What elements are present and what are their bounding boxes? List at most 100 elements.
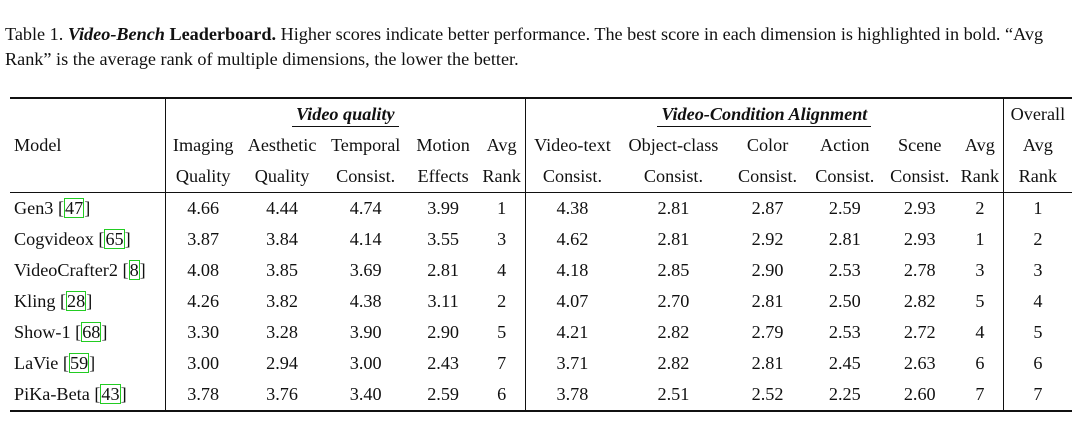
score-cell: 4.74 bbox=[349, 198, 382, 218]
score-cell: 2.53 bbox=[828, 322, 861, 342]
score-cell: 6 bbox=[1002, 348, 1072, 379]
model-name-cell: PiKa-Beta [43] bbox=[10, 379, 166, 412]
score-cell: 4.66 bbox=[164, 192, 241, 224]
header-model: Model bbox=[14, 135, 62, 155]
model-name-cell: Cogvideox [65] bbox=[14, 229, 131, 249]
citation-link[interactable]: 8 bbox=[128, 260, 140, 280]
score-cell: 2.63 bbox=[903, 353, 936, 373]
citation-link[interactable]: 28 bbox=[66, 291, 87, 311]
score-cell: 4.38 bbox=[524, 192, 619, 224]
model-name-cell: Kling [28] bbox=[14, 291, 93, 311]
score-cell: 2.82 bbox=[657, 353, 690, 373]
score-cell: 7 bbox=[497, 353, 507, 373]
score-cell: 2.59 bbox=[407, 379, 479, 412]
score-cell: 2.59 bbox=[828, 198, 861, 218]
score-cell: 5 bbox=[1002, 317, 1072, 348]
header-row-3: Quality Quality Consist. Effects Rank Consist… bbox=[10, 161, 1072, 193]
column-header: Aesthetic bbox=[247, 135, 317, 155]
score-cell: 4.26 bbox=[164, 286, 241, 317]
column-header: Effects bbox=[407, 161, 479, 193]
score-cell: 4.14 bbox=[349, 229, 382, 249]
column-header: Action bbox=[820, 135, 870, 155]
score-cell: 2.60 bbox=[882, 379, 957, 412]
model-name: PiKa-Beta bbox=[14, 384, 90, 404]
score-cell: 2.81 bbox=[657, 198, 690, 218]
column-header: Consist. bbox=[882, 161, 957, 193]
column-header: Temporal bbox=[330, 135, 401, 155]
score-cell: 6 bbox=[975, 353, 985, 373]
score-cell: 7 bbox=[956, 379, 1004, 412]
model-name-cell: Gen3 [47] bbox=[14, 198, 91, 218]
score-cell: 2.52 bbox=[728, 379, 808, 412]
score-cell: 1 bbox=[1002, 192, 1072, 224]
caption-text: Higher scores indicate better performanc… bbox=[5, 24, 1044, 69]
score-cell: 3.82 bbox=[266, 291, 298, 311]
model-name: Cogvideox bbox=[14, 229, 94, 249]
score-cell: 3.00 bbox=[164, 348, 241, 379]
model-name-cell: LaVie [59] bbox=[14, 353, 96, 373]
score-cell: 4 bbox=[975, 322, 985, 342]
score-cell: 2.72 bbox=[903, 322, 936, 342]
table-row: LaVie [59] 3.00 2.94 3.00 2.43 7 3.71 2.82 2.81 2… bbox=[10, 348, 1072, 379]
score-cell: 3.85 bbox=[266, 260, 298, 280]
caption-label: Table 1. bbox=[5, 24, 64, 44]
score-cell: 2.90 bbox=[427, 322, 460, 342]
column-header: Motion bbox=[416, 135, 470, 155]
score-cell: 4.44 bbox=[266, 198, 298, 218]
column-header: Quality bbox=[240, 161, 324, 193]
score-cell: 3.28 bbox=[266, 322, 298, 342]
score-cell: 7 bbox=[1002, 379, 1072, 412]
score-cell: 3.69 bbox=[349, 260, 382, 280]
column-header: Avg bbox=[486, 135, 517, 155]
score-cell: 3.55 bbox=[427, 229, 460, 249]
score-cell: 2.51 bbox=[618, 379, 729, 412]
score-cell: 2.94 bbox=[266, 353, 298, 373]
score-cell: 3 bbox=[975, 260, 985, 280]
score-cell: 2.82 bbox=[657, 322, 690, 342]
score-cell: 4 bbox=[1002, 286, 1072, 317]
column-header: Consist. bbox=[524, 161, 619, 193]
score-cell: 3.78 bbox=[524, 379, 619, 412]
score-cell: 2.81 bbox=[657, 229, 690, 249]
column-header: Rank bbox=[478, 161, 526, 193]
model-name: LaVie bbox=[14, 353, 59, 373]
column-header: Object-class bbox=[628, 135, 719, 155]
column-header: Avg bbox=[1002, 130, 1072, 161]
citation-link[interactable]: 47 bbox=[64, 198, 85, 218]
score-cell: 2.93 bbox=[903, 198, 936, 218]
score-cell: 3 bbox=[1002, 255, 1072, 286]
caption-title-rest: Leaderboard. bbox=[169, 24, 277, 44]
score-cell: 2.93 bbox=[903, 229, 936, 249]
score-cell: 2.81 bbox=[828, 229, 861, 249]
score-cell: 2.25 bbox=[807, 379, 883, 412]
score-cell: 1 bbox=[975, 229, 985, 249]
score-cell: 4.07 bbox=[524, 286, 619, 317]
column-header: Quality bbox=[164, 161, 241, 193]
leaderboard-table: Video quality Video-Condition Alignment … bbox=[10, 97, 1072, 412]
table-row: VideoCrafter2 [8] 4.08 3.85 3.69 2.81 4 4.18 2.… bbox=[10, 255, 1072, 286]
column-header: Rank bbox=[956, 161, 1004, 193]
column-header: Consist. bbox=[728, 161, 808, 193]
citation-link[interactable]: 59 bbox=[68, 353, 90, 373]
score-cell: 2.81 bbox=[751, 353, 784, 373]
model-name: Kling bbox=[14, 291, 56, 311]
column-header: Rank bbox=[1002, 161, 1072, 193]
score-cell: 3.40 bbox=[323, 379, 408, 412]
column-header: Consist. bbox=[323, 161, 408, 193]
column-header: Consist. bbox=[618, 161, 729, 193]
score-cell: 2.70 bbox=[657, 291, 690, 311]
score-cell: 3.11 bbox=[427, 291, 459, 311]
header-overall: Overall bbox=[1002, 99, 1072, 130]
citation-link[interactable]: 68 bbox=[81, 322, 102, 342]
score-cell: 3.90 bbox=[349, 322, 382, 342]
model-name-cell: VideoCrafter2 [8] bbox=[14, 260, 146, 280]
table-caption: Table 1. Video-Bench Leaderboard. Higher… bbox=[5, 22, 1075, 72]
score-cell: 3.78 bbox=[164, 379, 241, 412]
model-name: Show-1 bbox=[14, 322, 71, 342]
score-cell: 4.62 bbox=[524, 224, 619, 255]
group-header-alignment: Video-Condition Alignment bbox=[657, 103, 872, 127]
citation-link[interactable]: 43 bbox=[100, 384, 121, 404]
score-cell: 2.43 bbox=[427, 353, 460, 373]
citation-link[interactable]: 65 bbox=[104, 229, 125, 249]
score-cell: 2.81 bbox=[751, 291, 784, 311]
